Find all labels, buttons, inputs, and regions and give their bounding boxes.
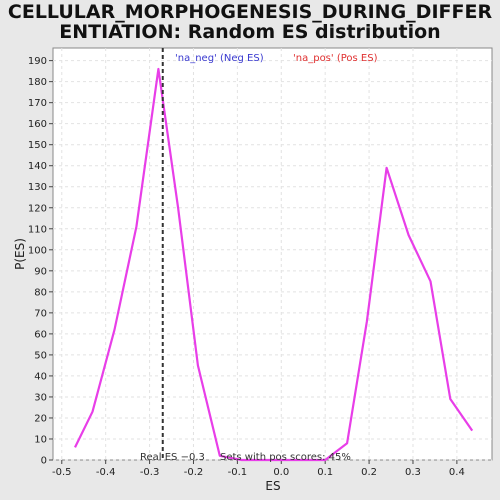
y-tick-label: 50 — [34, 350, 47, 361]
x-tick-label: 0.0 — [273, 467, 289, 478]
pos-scores-annotation: Sets with pos scores: 45% — [220, 452, 351, 463]
x-tick-label: -0.3 — [140, 467, 160, 478]
y-tick-label: 170 — [28, 98, 47, 109]
x-tick-label: 0.2 — [361, 467, 377, 478]
y-tick-label: 90 — [34, 266, 47, 277]
y-tick-label: 70 — [34, 308, 47, 319]
legend-pos-entry: 'na_pos' (Pos ES) — [293, 53, 378, 64]
y-tick-label: 80 — [34, 287, 47, 298]
y-tick-label: 40 — [34, 371, 47, 382]
y-tick-label: 20 — [34, 413, 47, 424]
x-tick-label: 0.3 — [405, 467, 421, 478]
real-es-label: Real ES −0.3 — [140, 452, 205, 463]
plot-area — [52, 47, 493, 461]
x-tick-label: -0.1 — [228, 467, 248, 478]
y-tick-label: 30 — [34, 392, 47, 403]
y-tick-label: 190 — [28, 56, 47, 67]
y-tick-label: 130 — [28, 182, 47, 193]
y-tick-label: 160 — [28, 119, 47, 130]
y-tick-label: 60 — [34, 329, 47, 340]
x-tick-label: -0.4 — [96, 467, 116, 478]
x-axis-title: ES — [265, 479, 280, 493]
series-line — [74, 67, 474, 462]
y-tick-label: 100 — [28, 245, 47, 256]
y-tick-label: 0 — [41, 456, 47, 467]
x-tick-label: 0.4 — [449, 467, 465, 478]
grid — [53, 48, 492, 461]
y-tick-label: 110 — [28, 224, 47, 235]
series — [74, 67, 474, 462]
y-axis-title: P(ES) — [13, 238, 27, 270]
y-tick-label: 10 — [34, 434, 47, 445]
x-tick-label: -0.5 — [52, 467, 72, 478]
chart-title: CELLULAR_MORPHOGENESIS_DURING_DIFFERENTI… — [7, 1, 493, 43]
legend-neg-entry: 'na_neg' (Neg ES) — [175, 53, 264, 64]
axes: 0 10 20 30 40 50 60 70 80 90 100 110 120 130 140 150 160… — [28, 56, 465, 478]
x-tick-label: 0.1 — [317, 467, 333, 478]
y-tick-label: 120 — [28, 203, 47, 214]
y-tick-label: 150 — [28, 140, 47, 151]
y-tick-label: 180 — [28, 77, 47, 88]
y-tick-label: 140 — [28, 161, 47, 172]
x-tick-label: -0.2 — [184, 467, 204, 478]
